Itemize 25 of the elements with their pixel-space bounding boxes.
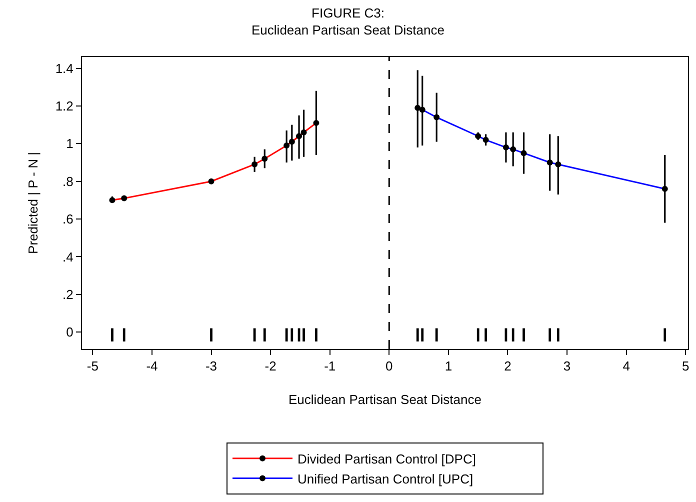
y-axis-title: Predicted | P - N | bbox=[25, 152, 40, 254]
chart-subtitle: Euclidean Partisan Seat Distance bbox=[252, 22, 444, 38]
y-tick-label: 1.4 bbox=[55, 60, 74, 76]
y-tick-label: .2 bbox=[62, 286, 74, 302]
x-axis-title: Euclidean Partisan Seat Distance bbox=[288, 392, 482, 408]
y-tick-label: 1 bbox=[66, 136, 74, 152]
x-tick-label: -5 bbox=[86, 358, 98, 374]
x-tick-label: 5 bbox=[682, 358, 690, 374]
legend-label: Unified Partisan Control [UPC] bbox=[298, 471, 474, 486]
x-tick-label: 3 bbox=[563, 358, 571, 374]
y-tick-label: 0 bbox=[66, 324, 74, 340]
legend-label: Divided Partisan Control [DPC] bbox=[298, 451, 476, 466]
x-tick-label: -4 bbox=[146, 358, 158, 374]
y-tick-label: .6 bbox=[62, 212, 74, 227]
x-tick-label: -2 bbox=[264, 358, 276, 374]
y-tick-label: 1.2 bbox=[55, 98, 74, 114]
x-tick-label: 2 bbox=[504, 358, 512, 374]
x-tick-label: -1 bbox=[324, 358, 336, 374]
y-tick-label: .4 bbox=[62, 249, 74, 264]
x-tick-label: 0 bbox=[386, 358, 393, 374]
chart-title: FIGURE C3: bbox=[312, 6, 384, 21]
y-tick-label: .8 bbox=[62, 174, 74, 189]
x-tick-label: 4 bbox=[622, 358, 630, 374]
x-tick-label: 1 bbox=[444, 358, 452, 374]
x-tick-label: -3 bbox=[205, 358, 218, 374]
